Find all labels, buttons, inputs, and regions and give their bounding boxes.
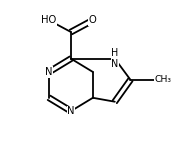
Text: HO: HO xyxy=(41,15,57,25)
Text: N: N xyxy=(45,67,53,77)
Text: O: O xyxy=(89,15,97,25)
Text: N: N xyxy=(67,106,75,116)
Text: CH₃: CH₃ xyxy=(155,75,172,84)
Text: H
N: H N xyxy=(111,48,118,69)
